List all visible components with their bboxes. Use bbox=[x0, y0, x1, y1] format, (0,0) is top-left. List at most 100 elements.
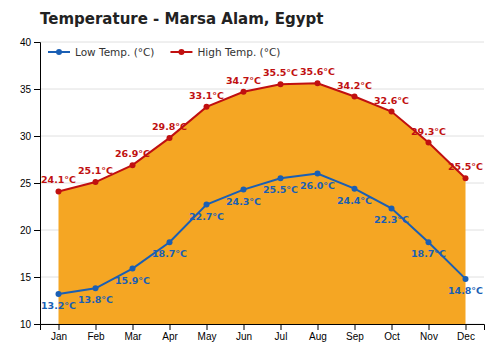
data-label: 15.9°C bbox=[115, 275, 150, 286]
y-tick-label: 25 bbox=[20, 178, 32, 189]
x-tick: Aug bbox=[309, 324, 327, 342]
grid-line bbox=[40, 42, 484, 43]
data-label: 13.8°C bbox=[78, 294, 113, 305]
point bbox=[130, 266, 136, 272]
point bbox=[389, 109, 395, 115]
y-tick: 35 bbox=[20, 84, 40, 95]
x-tick-label: Feb bbox=[87, 331, 105, 342]
point bbox=[352, 94, 358, 100]
data-label: 32.6°C bbox=[374, 95, 409, 106]
x-tick-mark bbox=[392, 324, 393, 330]
point bbox=[426, 239, 432, 245]
y-tick-mark bbox=[34, 277, 40, 278]
data-label: 29.8°C bbox=[152, 121, 187, 132]
data-label: 35.5°C bbox=[263, 67, 298, 78]
y-tick: 25 bbox=[20, 178, 40, 189]
x-tick: Dec bbox=[457, 324, 475, 342]
marks bbox=[56, 80, 469, 324]
point bbox=[463, 175, 469, 181]
x-tick-label: Nov bbox=[420, 331, 438, 342]
y-tick-mark bbox=[34, 89, 40, 90]
y-tick-label: 10 bbox=[20, 319, 32, 330]
legend-item: High Temp. (°C) bbox=[170, 46, 280, 58]
x-tick-mark bbox=[281, 324, 282, 330]
x-tick: Sep bbox=[346, 324, 364, 342]
title: Temperature - Marsa Alam, Egypt bbox=[40, 10, 323, 28]
x-tick-label: Sep bbox=[346, 331, 364, 342]
x-tick: Jul bbox=[275, 324, 288, 342]
data-label: 18.7°C bbox=[411, 248, 446, 259]
point bbox=[56, 291, 62, 297]
y-tick-label: 15 bbox=[20, 272, 32, 283]
x-tick-label: Jun bbox=[236, 331, 252, 342]
area bbox=[59, 83, 466, 324]
x-tick-label: Dec bbox=[457, 331, 475, 342]
point bbox=[167, 239, 173, 245]
x-tick-label: Oct bbox=[384, 331, 400, 342]
data-label: 34.2°C bbox=[337, 80, 372, 91]
y-tick-label: 20 bbox=[20, 225, 32, 236]
x-tick: Mar bbox=[124, 324, 142, 342]
data-label: 25.1°C bbox=[78, 165, 113, 176]
chart: Jan Feb Mar Apr May Jun Jul Aug Sep Oct Nov Dec 10 15… bbox=[0, 0, 500, 350]
y-tick-mark bbox=[34, 230, 40, 231]
point bbox=[463, 276, 469, 282]
data-label: 22.7°C bbox=[189, 211, 224, 222]
x-tick: Apr bbox=[162, 324, 178, 342]
legend-background bbox=[44, 44, 284, 60]
point bbox=[352, 186, 358, 192]
x-tick: Feb bbox=[87, 324, 105, 342]
point bbox=[204, 104, 210, 110]
x-tick: Jan bbox=[51, 324, 67, 342]
x-tick: Nov bbox=[420, 324, 438, 342]
data-label: 24.3°C bbox=[226, 196, 261, 207]
data-label: 22.3°C bbox=[374, 214, 409, 225]
x-tick-label: Apr bbox=[162, 331, 178, 342]
y-tick: 10 bbox=[20, 319, 40, 330]
x-tick-label: Jul bbox=[275, 331, 288, 342]
point bbox=[56, 188, 62, 194]
x-tick-mark bbox=[96, 324, 97, 330]
y-tick: 15 bbox=[20, 272, 40, 283]
data-label: 33.1°C bbox=[189, 90, 224, 101]
y-tick-mark bbox=[34, 42, 40, 43]
x-tick-label: Aug bbox=[309, 331, 327, 342]
data-label: 13.2°C bbox=[41, 300, 76, 311]
x-tick-label: Mar bbox=[124, 331, 142, 342]
point bbox=[278, 175, 284, 181]
point bbox=[93, 179, 99, 185]
data-label: 25.5°C bbox=[263, 184, 298, 195]
data-label: 24.1°C bbox=[41, 174, 76, 185]
point bbox=[130, 162, 136, 168]
data-label: 14.8°C bbox=[448, 285, 483, 296]
x-tick-label: May bbox=[198, 331, 217, 342]
point bbox=[278, 81, 284, 87]
x-tick: Jun bbox=[236, 324, 252, 342]
point bbox=[241, 89, 247, 95]
x-axis-line bbox=[41, 325, 485, 331]
x-tick-label: Jan bbox=[51, 331, 67, 342]
point bbox=[426, 140, 432, 146]
data-labels: 13.2°C13.8°C15.9°C18.7°C22.7°C24.3°C25.5… bbox=[41, 66, 483, 311]
x-tick-mark bbox=[318, 324, 319, 330]
legend-label: Low Temp. (°C) bbox=[75, 46, 154, 58]
legend-label: High Temp. (°C) bbox=[197, 46, 280, 58]
point bbox=[315, 80, 321, 86]
y-tick-mark bbox=[34, 324, 40, 325]
data-label: 24.4°C bbox=[337, 195, 372, 206]
x-tick-mark bbox=[355, 324, 356, 330]
point bbox=[315, 171, 321, 177]
line bbox=[59, 174, 466, 294]
y-tick-mark bbox=[34, 183, 40, 184]
point bbox=[204, 202, 210, 208]
line bbox=[59, 83, 466, 191]
point bbox=[93, 285, 99, 291]
y-tick: 40 bbox=[20, 37, 40, 48]
legend: Low Temp. (°C) High Temp. (°C) bbox=[44, 44, 284, 60]
point bbox=[389, 205, 395, 211]
legend-item: Low Temp. (°C) bbox=[48, 46, 154, 58]
data-label: 18.7°C bbox=[152, 248, 187, 259]
x-tick: Oct bbox=[384, 324, 400, 342]
data-label: 25.5°C bbox=[448, 161, 483, 172]
x-tick-mark bbox=[59, 324, 60, 330]
